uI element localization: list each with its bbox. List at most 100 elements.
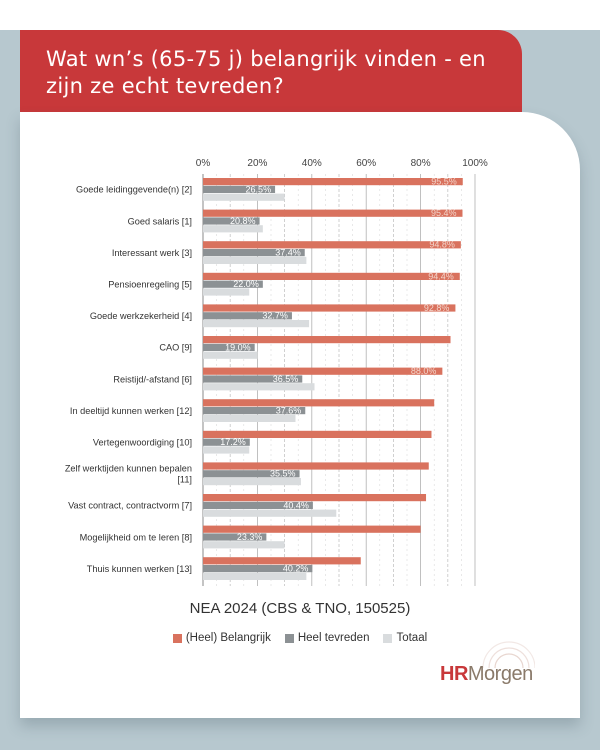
- category-label: Mogelijkheid om te leren [8]: [80, 532, 192, 542]
- chart-source: NEA 2024 (CBS & TNO, 150525): [189, 600, 411, 617]
- page-title: Wat wn’s (65-75 j) belangrijk vinden - e…: [46, 47, 486, 98]
- bar-belangrijk: [203, 430, 432, 438]
- bar-tevreden: [203, 375, 303, 383]
- bar-belangrijk: [203, 241, 461, 249]
- category-label-line: Goede leidinggevende(n) [2]: [76, 185, 192, 195]
- x-tick-label: 60%: [356, 158, 376, 169]
- data-label: 94.8%: [429, 240, 455, 250]
- bar-totaal: [203, 320, 310, 328]
- legend-swatch-tevreden: [284, 633, 294, 643]
- category-label: Goed salaris [1]: [128, 216, 192, 226]
- bar-belangrijk: [203, 209, 463, 217]
- category-label-line: Goede werkzekerheid [4]: [90, 311, 192, 321]
- bar-belangrijk: [203, 557, 361, 565]
- category-label: CAO [9]: [159, 343, 192, 353]
- logo-morgen: Morgen: [467, 663, 533, 685]
- data-label: 37.4%: [275, 248, 301, 258]
- category-label: Vast contract, contractvorm [7]: [68, 501, 192, 511]
- x-tick-label: 20%: [247, 158, 267, 169]
- legend-item-belangrijk: (Heel) Belangrijk: [172, 632, 271, 644]
- data-label: 19.0%: [225, 342, 251, 352]
- bar-totaal: [203, 541, 285, 549]
- bar-tevreden: [203, 312, 292, 320]
- bar-belangrijk: [203, 367, 443, 375]
- category-label: Interessant werk [3]: [112, 248, 192, 258]
- header-banner: Wat wn’s (65-75 j) belangrijk vinden - e…: [20, 30, 522, 120]
- bar-tevreden: [203, 470, 300, 478]
- category-label-line: Pensioenregeling [5]: [108, 280, 192, 290]
- x-tick-label: 80%: [411, 158, 431, 169]
- bar-belangrijk: [203, 399, 435, 407]
- bar-totaal: [203, 193, 285, 201]
- legend-item-totaal: Totaal: [383, 632, 427, 644]
- legend-item-tevreden: Heel tevreden: [284, 632, 370, 644]
- legend-label-tevreden: Heel tevreden: [297, 632, 370, 644]
- bar-tevreden: [203, 565, 313, 573]
- signal-waves-icon: [482, 641, 535, 669]
- chart-legend: (Heel) Belangrijk Heel tevreden Totaal: [0, 632, 600, 644]
- category-label: Pensioenregeling [5]: [108, 280, 192, 290]
- bar-tevreden: [203, 343, 255, 351]
- x-tick-label: 0%: [196, 158, 211, 169]
- category-label-line: Mogelijkheid om te leren [8]: [80, 532, 192, 542]
- category-label: Thuis kunnen werken [13]: [87, 564, 192, 574]
- category-label-line: Thuis kunnen werken [13]: [87, 564, 192, 574]
- bar-belangrijk: [203, 525, 421, 533]
- data-label: 40.2%: [283, 564, 309, 574]
- category-label-line: Vertegenwoordiging [10]: [93, 438, 192, 448]
- bar-totaal: [203, 446, 250, 454]
- data-label: 95.4%: [431, 208, 457, 218]
- bar-totaal: [203, 383, 315, 391]
- category-label-line: Goed salaris [1]: [128, 216, 192, 226]
- bar-chart: 0% 20% 40% 60% 80% 100% Goede leidinggevende(n…: [65, 158, 488, 586]
- bar-belangrijk: [203, 304, 456, 312]
- category-label-line: Reistijd/-afstand [6]: [113, 374, 192, 384]
- top-band: [0, 0, 600, 30]
- bar-totaal: [203, 509, 337, 517]
- bar-totaal: [203, 288, 250, 296]
- bar-totaal: [203, 225, 263, 233]
- bar-totaal: [203, 414, 296, 422]
- bar-belangrijk: [203, 494, 427, 502]
- legend-swatch-belangrijk: [172, 633, 182, 643]
- bar-totaal: [203, 572, 307, 580]
- data-label: 36.5%: [273, 374, 299, 384]
- data-label: 20.8%: [230, 216, 256, 226]
- hrmorgen-logo: HRMorgen: [440, 663, 533, 686]
- category-label: Vertegenwoordiging [10]: [93, 438, 192, 448]
- x-tick-label: 40%: [302, 158, 322, 169]
- bar-belangrijk: [203, 272, 460, 280]
- legend-label-belangrijk: (Heel) Belangrijk: [185, 632, 271, 644]
- data-label: 37.6%: [276, 406, 302, 416]
- bar-tevreden: [203, 249, 305, 257]
- bar-tevreden: [203, 217, 260, 225]
- category-label: Zelf werktijden kunnen bepalen [11]: [65, 464, 192, 485]
- bar-tevreden: [203, 185, 276, 193]
- x-tick-label: 100%: [462, 158, 488, 169]
- bar-tevreden: [203, 501, 313, 509]
- bar-tevreden: [203, 533, 267, 541]
- data-label: 95.5%: [431, 177, 457, 187]
- data-label: 94.4%: [428, 271, 454, 281]
- category-label-line: [11]: [177, 475, 192, 485]
- category-label: In deeltijd kunnen werken [12]: [70, 406, 192, 416]
- data-label: 23.3%: [237, 532, 263, 542]
- data-label: 32.7%: [262, 311, 288, 321]
- legend-label-totaal: Totaal: [396, 632, 428, 644]
- bar-tevreden: [203, 407, 306, 415]
- category-label-line: Vast contract, contractvorm [7]: [68, 501, 192, 511]
- category-label-line: CAO [9]: [159, 343, 192, 353]
- category-label: Reistijd/-afstand [6]: [113, 374, 192, 384]
- bar-belangrijk: [203, 462, 429, 470]
- bar-totaal: [203, 351, 258, 359]
- bar-belangrijk: [203, 178, 463, 186]
- data-label: 35.5%: [270, 469, 296, 479]
- category-label: Goede leidinggevende(n) [2]: [76, 185, 192, 195]
- data-label: 88.0%: [411, 366, 437, 376]
- data-label: 26.5%: [246, 184, 272, 194]
- category-label-line: Interessant werk [3]: [112, 248, 192, 258]
- bar-belangrijk: [203, 336, 451, 344]
- logo-hr: HR: [440, 663, 468, 685]
- category-label: Goede werkzekerheid [4]: [90, 311, 192, 321]
- bar-totaal: [203, 478, 301, 486]
